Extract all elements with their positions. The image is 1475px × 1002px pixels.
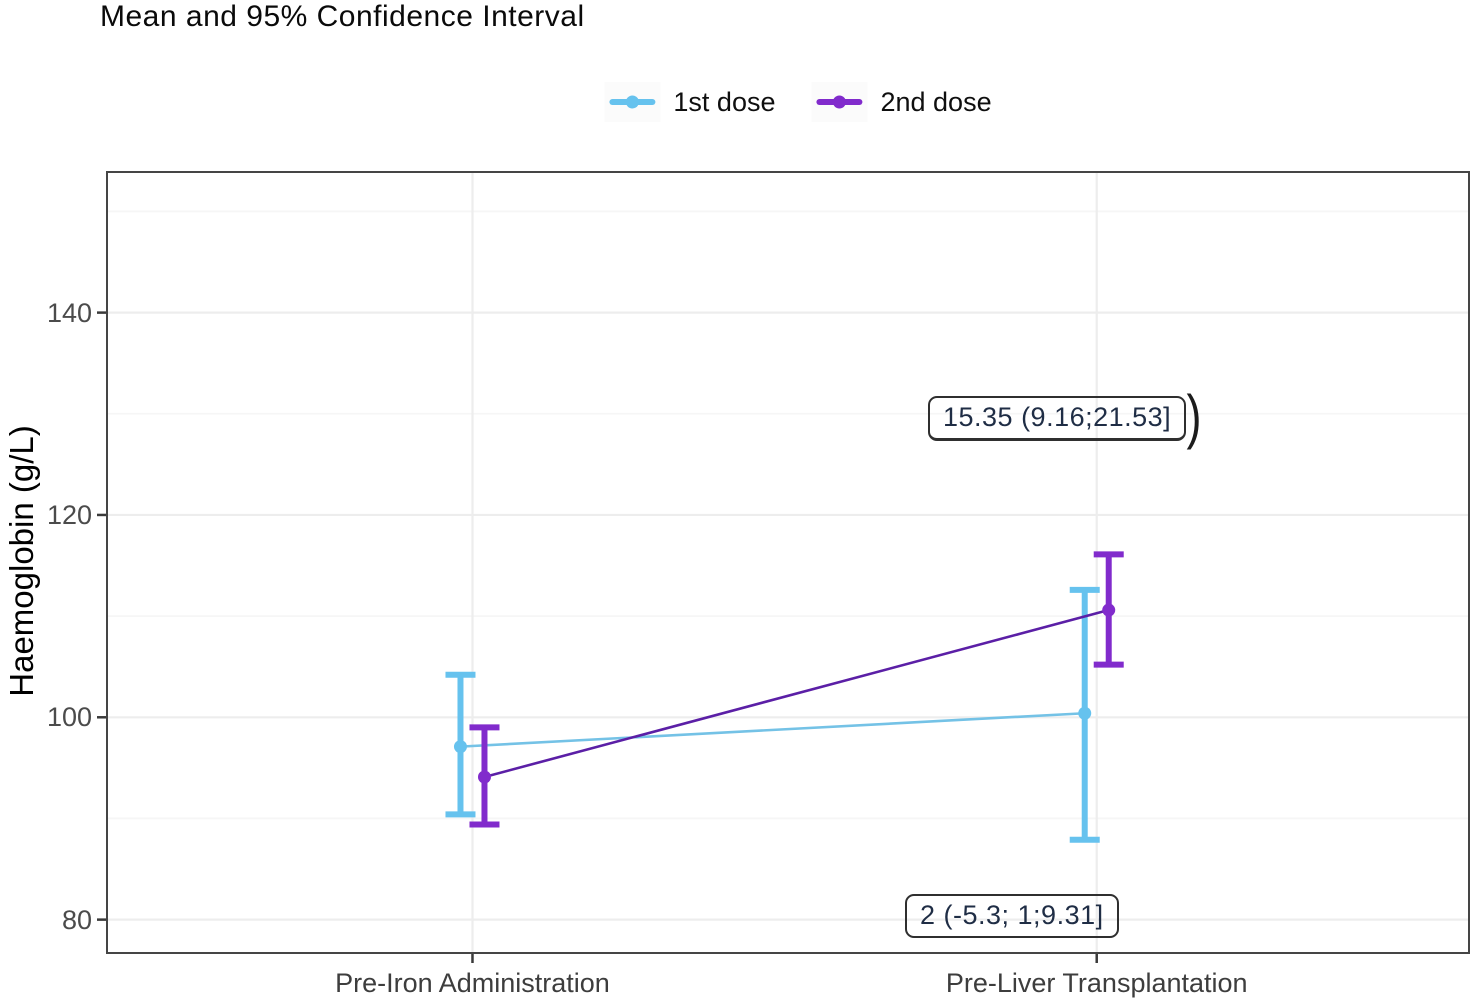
annotation-text: 2 (-5.3; 1;9.31] [920, 900, 1104, 930]
annotation-box-1st-dose-change: 2 (-5.3; 1;9.31] [905, 894, 1119, 938]
legend-line-icon [609, 95, 656, 109]
mean-point [1078, 706, 1092, 720]
legend-key-box [604, 82, 661, 122]
y-tick-label: 120 [46, 499, 92, 530]
mean-point [477, 770, 491, 784]
y-axis-title: Haemoglobin (g/L) [3, 425, 40, 697]
mean-point [1102, 603, 1116, 617]
legend-dot-icon [625, 95, 639, 109]
legend-line-icon [816, 95, 863, 109]
legend-item-2nd-dose: 2nd dose [811, 82, 992, 122]
series-line-1st-dose [460, 711, 1085, 748]
y-tick-label: 140 [46, 297, 92, 328]
annotation-box-2nd-dose-change: 15.35 (9.16;21.53] ) [928, 387, 1201, 447]
legend-key-box [811, 82, 868, 122]
annotation-paren-decoration: ) [1186, 383, 1202, 450]
annotation-text: 15.35 (9.16;21.53] [943, 402, 1172, 432]
legend-item-1st-dose: 1st dose [604, 82, 775, 122]
legend-label: 2nd dose [880, 86, 992, 117]
x-tick-label: Pre-Iron Administration [335, 968, 610, 998]
chart-title: Mean and 95% Confidence Interval [100, 0, 585, 33]
series-line-2nd-dose [484, 608, 1110, 779]
chart-panel [97, 171, 1470, 963]
legend-dot-icon [832, 95, 846, 109]
legend: 1st dose 2nd dose [604, 80, 992, 124]
y-tick-label: 80 [61, 904, 92, 935]
mean-point [453, 740, 467, 754]
x-tick-label: Pre-Liver Transplantation [945, 968, 1248, 998]
y-tick-label: 100 [46, 702, 92, 733]
legend-label: 1st dose [673, 86, 776, 117]
chart-plot-area [97, 173, 1468, 963]
